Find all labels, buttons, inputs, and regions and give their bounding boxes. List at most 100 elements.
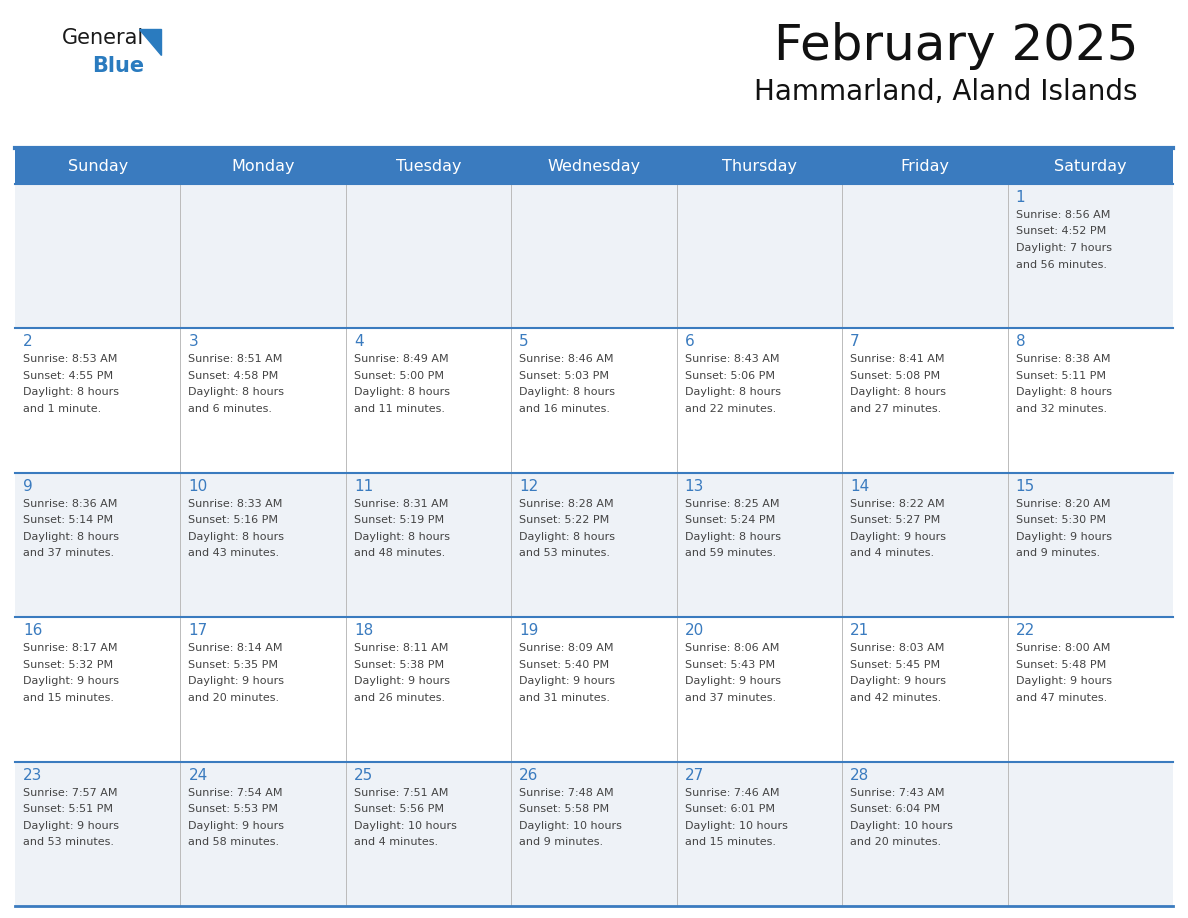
- Text: 28: 28: [851, 767, 870, 783]
- Text: and 37 minutes.: and 37 minutes.: [684, 693, 776, 702]
- Text: Sunset: 5:38 PM: Sunset: 5:38 PM: [354, 660, 444, 670]
- Text: Sunrise: 8:00 AM: Sunrise: 8:00 AM: [1016, 644, 1110, 654]
- Text: and 27 minutes.: and 27 minutes.: [851, 404, 941, 414]
- Text: Blue: Blue: [91, 56, 144, 76]
- Text: Daylight: 9 hours: Daylight: 9 hours: [23, 677, 119, 686]
- Text: Sunset: 5:53 PM: Sunset: 5:53 PM: [189, 804, 278, 814]
- Polygon shape: [139, 29, 162, 55]
- Text: Friday: Friday: [901, 159, 949, 174]
- Text: 22: 22: [1016, 623, 1035, 638]
- Text: Sunrise: 8:06 AM: Sunrise: 8:06 AM: [684, 644, 779, 654]
- Text: Sunrise: 7:57 AM: Sunrise: 7:57 AM: [23, 788, 118, 798]
- Text: 16: 16: [23, 623, 43, 638]
- Bar: [15, 762, 1173, 906]
- Text: Daylight: 10 hours: Daylight: 10 hours: [519, 821, 623, 831]
- Text: 2: 2: [23, 334, 32, 350]
- Text: Daylight: 9 hours: Daylight: 9 hours: [851, 677, 946, 686]
- Text: Sunrise: 8:11 AM: Sunrise: 8:11 AM: [354, 644, 448, 654]
- Bar: [15, 184, 1173, 329]
- Text: Daylight: 9 hours: Daylight: 9 hours: [684, 677, 781, 686]
- Text: 13: 13: [684, 479, 704, 494]
- Text: and 15 minutes.: and 15 minutes.: [23, 693, 114, 702]
- Text: and 42 minutes.: and 42 minutes.: [851, 693, 941, 702]
- Text: 9: 9: [23, 479, 33, 494]
- Text: and 15 minutes.: and 15 minutes.: [684, 837, 776, 847]
- Text: Sunrise: 7:51 AM: Sunrise: 7:51 AM: [354, 788, 448, 798]
- Text: Sunset: 5:30 PM: Sunset: 5:30 PM: [1016, 515, 1106, 525]
- Text: Sunset: 5:16 PM: Sunset: 5:16 PM: [189, 515, 278, 525]
- Text: and 4 minutes.: and 4 minutes.: [851, 548, 934, 558]
- Text: and 31 minutes.: and 31 minutes.: [519, 693, 611, 702]
- Text: and 20 minutes.: and 20 minutes.: [851, 837, 941, 847]
- Text: Daylight: 8 hours: Daylight: 8 hours: [1016, 387, 1112, 397]
- Text: Saturday: Saturday: [1054, 159, 1126, 174]
- Text: Sunset: 5:19 PM: Sunset: 5:19 PM: [354, 515, 444, 525]
- Text: 20: 20: [684, 623, 704, 638]
- Text: 18: 18: [354, 623, 373, 638]
- Text: Sunset: 4:52 PM: Sunset: 4:52 PM: [1016, 227, 1106, 237]
- Text: and 56 minutes.: and 56 minutes.: [1016, 260, 1106, 270]
- Text: Sunrise: 8:31 AM: Sunrise: 8:31 AM: [354, 498, 448, 509]
- Text: Sunrise: 8:38 AM: Sunrise: 8:38 AM: [1016, 354, 1110, 364]
- Text: Sunrise: 8:41 AM: Sunrise: 8:41 AM: [851, 354, 944, 364]
- Text: Daylight: 9 hours: Daylight: 9 hours: [23, 821, 119, 831]
- Text: and 22 minutes.: and 22 minutes.: [684, 404, 776, 414]
- Text: 23: 23: [23, 767, 43, 783]
- Text: Sunrise: 8:28 AM: Sunrise: 8:28 AM: [519, 498, 614, 509]
- Text: Daylight: 8 hours: Daylight: 8 hours: [23, 387, 119, 397]
- Text: and 47 minutes.: and 47 minutes.: [1016, 693, 1107, 702]
- Text: Daylight: 8 hours: Daylight: 8 hours: [189, 387, 284, 397]
- Text: Sunset: 5:56 PM: Sunset: 5:56 PM: [354, 804, 444, 814]
- Text: Sunset: 5:40 PM: Sunset: 5:40 PM: [519, 660, 609, 670]
- Text: Sunset: 5:14 PM: Sunset: 5:14 PM: [23, 515, 113, 525]
- Text: Sunday: Sunday: [68, 159, 128, 174]
- Text: Sunrise: 8:56 AM: Sunrise: 8:56 AM: [1016, 210, 1110, 220]
- Text: Wednesday: Wednesday: [548, 159, 640, 174]
- Text: Thursday: Thursday: [722, 159, 797, 174]
- Text: Sunset: 4:58 PM: Sunset: 4:58 PM: [189, 371, 279, 381]
- Text: and 53 minutes.: and 53 minutes.: [519, 548, 611, 558]
- Text: Sunrise: 8:33 AM: Sunrise: 8:33 AM: [189, 498, 283, 509]
- Text: 14: 14: [851, 479, 870, 494]
- Text: Daylight: 8 hours: Daylight: 8 hours: [354, 532, 450, 542]
- Text: 7: 7: [851, 334, 860, 350]
- Text: 25: 25: [354, 767, 373, 783]
- Text: 1: 1: [1016, 190, 1025, 205]
- Text: Daylight: 8 hours: Daylight: 8 hours: [851, 387, 946, 397]
- Text: Daylight: 7 hours: Daylight: 7 hours: [1016, 243, 1112, 253]
- Text: 12: 12: [519, 479, 538, 494]
- Text: Sunrise: 8:43 AM: Sunrise: 8:43 AM: [684, 354, 779, 364]
- Text: and 1 minute.: and 1 minute.: [23, 404, 101, 414]
- Text: Daylight: 8 hours: Daylight: 8 hours: [189, 532, 284, 542]
- Text: 15: 15: [1016, 479, 1035, 494]
- Text: Sunset: 6:04 PM: Sunset: 6:04 PM: [851, 804, 940, 814]
- Text: Daylight: 10 hours: Daylight: 10 hours: [684, 821, 788, 831]
- Text: 3: 3: [189, 334, 198, 350]
- Text: Sunset: 6:01 PM: Sunset: 6:01 PM: [684, 804, 775, 814]
- Text: Sunset: 5:45 PM: Sunset: 5:45 PM: [851, 660, 940, 670]
- Text: Sunrise: 7:43 AM: Sunrise: 7:43 AM: [851, 788, 944, 798]
- Text: and 11 minutes.: and 11 minutes.: [354, 404, 444, 414]
- Text: Daylight: 8 hours: Daylight: 8 hours: [519, 532, 615, 542]
- Text: Sunrise: 8:14 AM: Sunrise: 8:14 AM: [189, 644, 283, 654]
- Text: Sunrise: 8:09 AM: Sunrise: 8:09 AM: [519, 644, 614, 654]
- Bar: [15, 329, 1173, 473]
- Text: Daylight: 8 hours: Daylight: 8 hours: [519, 387, 615, 397]
- Text: Sunset: 5:24 PM: Sunset: 5:24 PM: [684, 515, 775, 525]
- Text: Daylight: 8 hours: Daylight: 8 hours: [354, 387, 450, 397]
- Bar: [15, 617, 1173, 762]
- Text: Daylight: 9 hours: Daylight: 9 hours: [519, 677, 615, 686]
- Text: and 4 minutes.: and 4 minutes.: [354, 837, 438, 847]
- Text: and 26 minutes.: and 26 minutes.: [354, 693, 446, 702]
- Text: Daylight: 9 hours: Daylight: 9 hours: [354, 677, 450, 686]
- Text: Sunset: 5:58 PM: Sunset: 5:58 PM: [519, 804, 609, 814]
- Text: Sunrise: 7:48 AM: Sunrise: 7:48 AM: [519, 788, 614, 798]
- Text: Hammarland, Aland Islands: Hammarland, Aland Islands: [754, 78, 1138, 106]
- Text: Daylight: 8 hours: Daylight: 8 hours: [684, 532, 781, 542]
- Text: Sunrise: 8:17 AM: Sunrise: 8:17 AM: [23, 644, 118, 654]
- Text: 19: 19: [519, 623, 538, 638]
- Text: Daylight: 10 hours: Daylight: 10 hours: [851, 821, 953, 831]
- Text: 21: 21: [851, 623, 870, 638]
- Text: 4: 4: [354, 334, 364, 350]
- Text: and 16 minutes.: and 16 minutes.: [519, 404, 611, 414]
